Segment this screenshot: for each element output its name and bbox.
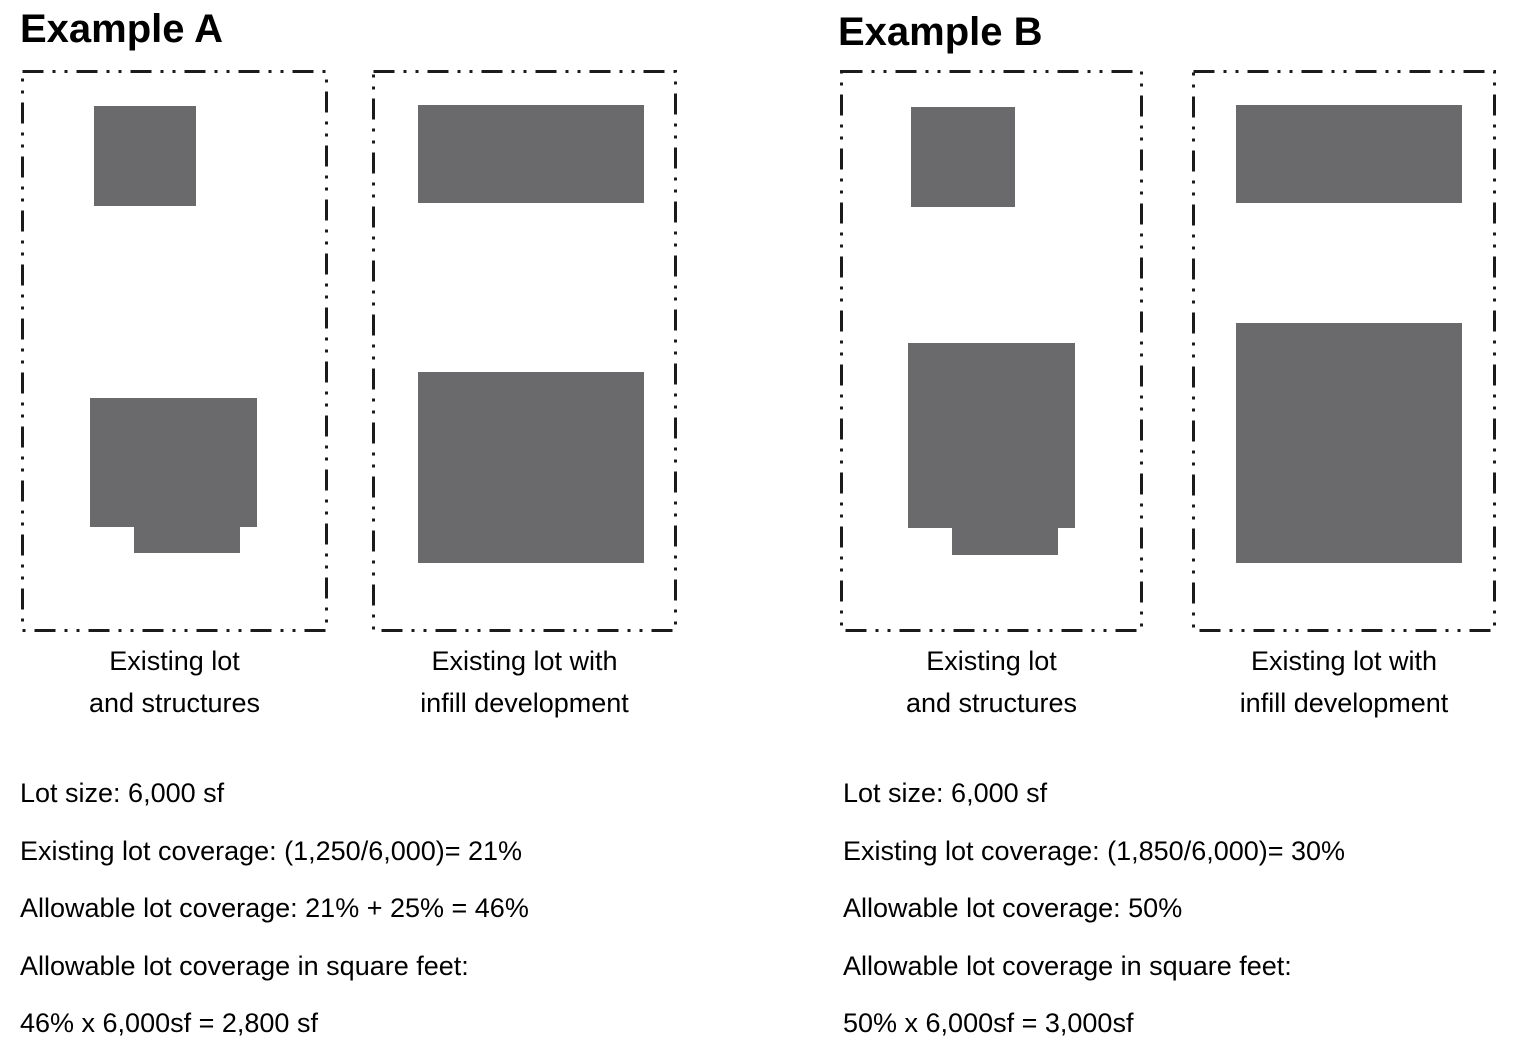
structure-infill-lower: [1236, 323, 1462, 563]
lot-a-existing: [21, 70, 328, 632]
fact-lot-size: Lot size: 6,000 sf: [843, 778, 1048, 808]
lot-b-existing-caption: Existing lot and structures: [840, 640, 1143, 724]
fact-existing-coverage: Existing lot coverage: (1,850/6,000)= 30…: [843, 836, 1346, 866]
caption-line: Existing lot: [926, 646, 1057, 676]
structure-house-wing: [134, 527, 240, 553]
fact-allowable-coverage-sf-value: 46% x 6,000sf = 2,800 sf: [20, 1008, 318, 1038]
lot-b-existing: [840, 70, 1143, 632]
fact-allowable-coverage: Allowable lot coverage: 50%: [843, 893, 1183, 923]
caption-line: infill development: [1239, 688, 1449, 718]
lot-a-existing-caption: Existing lot and structures: [21, 640, 328, 724]
fact-lot-size: Lot size: 6,000 sf: [20, 778, 225, 808]
lot-b-infill: [1192, 70, 1496, 632]
fact-allowable-coverage-sf-value: 50% x 6,000sf = 3,000sf: [843, 1008, 1134, 1038]
lot-a-infill-caption: Existing lot with infill development: [372, 640, 677, 724]
fact-allowable-coverage: Allowable lot coverage: 21% + 25% = 46%: [20, 893, 529, 923]
fact-allowable-coverage-sf-label: Allowable lot coverage in square feet:: [843, 951, 1292, 981]
lot-boundary-icon: [372, 70, 677, 632]
structure-house-main: [908, 343, 1075, 528]
structure-infill-upper: [418, 105, 644, 203]
lot-b-infill-caption: Existing lot with infill development: [1192, 640, 1496, 724]
caption-line: and structures: [88, 688, 261, 718]
structure-house-main: [90, 398, 257, 527]
structure-infill-lower: [418, 372, 644, 563]
caption-line: Existing lot with: [431, 646, 618, 676]
caption-line: infill development: [420, 688, 629, 718]
lot-boundary-icon: [1192, 70, 1496, 632]
lot-a-infill: [372, 70, 677, 632]
lot-boundary-icon: [21, 70, 328, 632]
structure-infill-upper: [1236, 105, 1462, 203]
fact-allowable-coverage-sf-label: Allowable lot coverage in square feet:: [20, 951, 469, 981]
caption-line: and structures: [905, 688, 1078, 718]
fact-existing-coverage: Existing lot coverage: (1,250/6,000)= 21…: [20, 836, 523, 866]
caption-line: Existing lot: [109, 646, 240, 676]
example-b-title: Example B: [838, 10, 1043, 54]
structure-house-wing: [952, 528, 1058, 555]
structure-accessory-building: [911, 107, 1015, 207]
lot-boundary-icon: [840, 70, 1143, 632]
caption-line: Existing lot with: [1250, 646, 1438, 676]
structure-accessory-building: [94, 106, 196, 206]
example-a-title: Example A: [20, 7, 224, 51]
